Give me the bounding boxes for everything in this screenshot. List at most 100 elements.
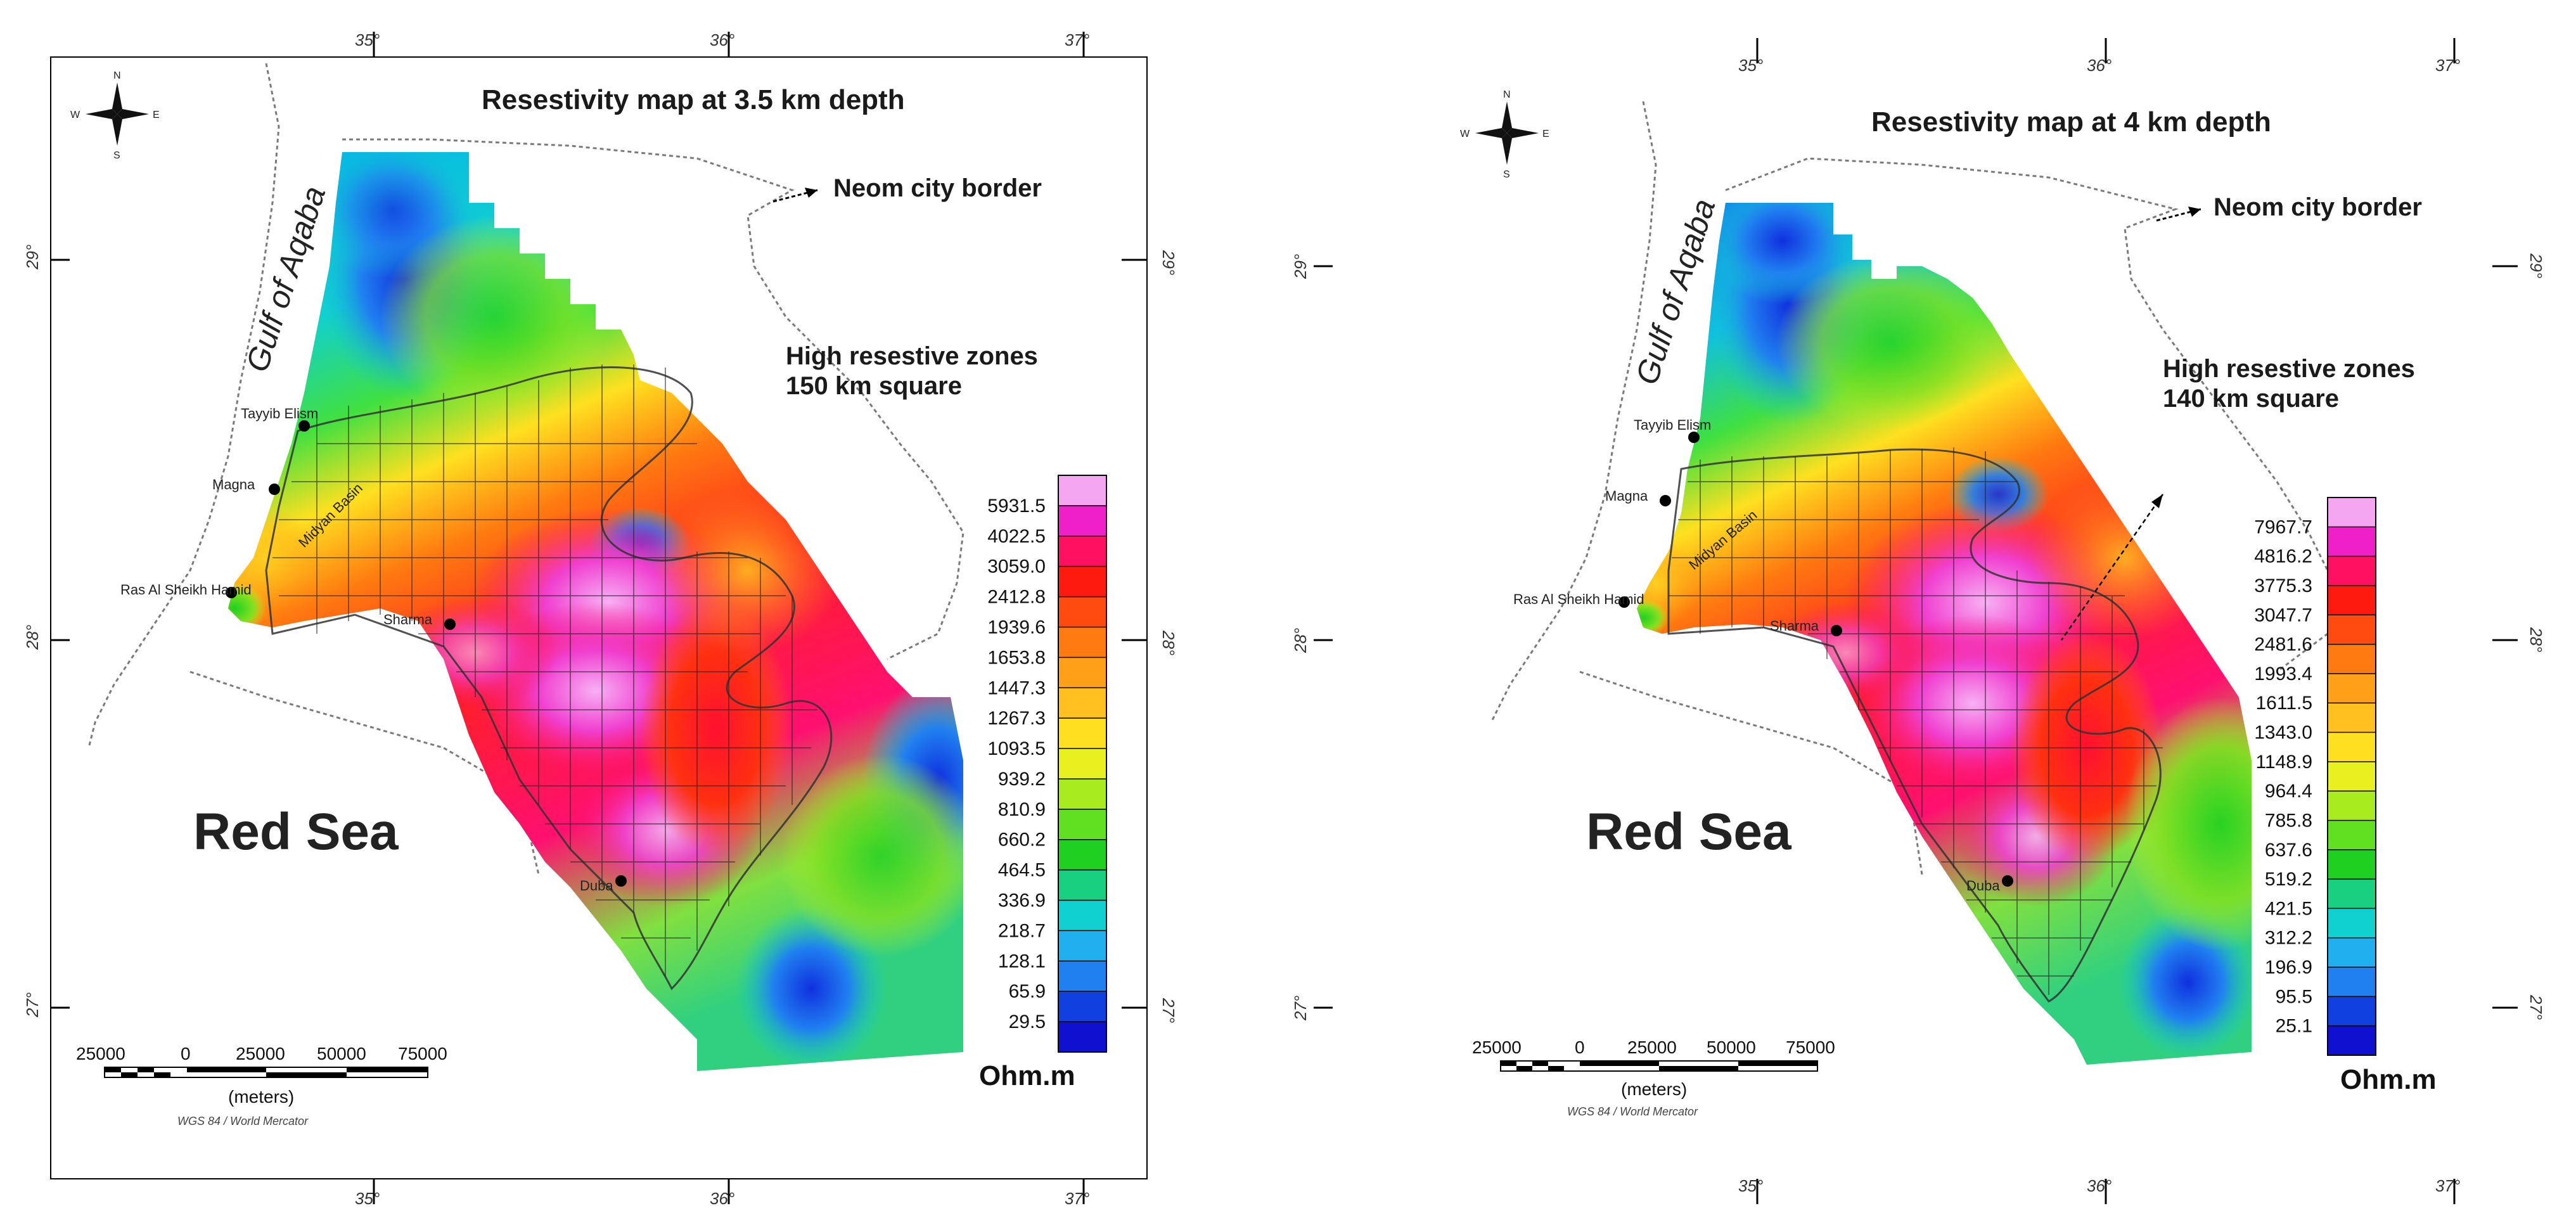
legend-value: 7967.7 bbox=[2254, 517, 2312, 537]
legend-value: 785.8 bbox=[2265, 810, 2312, 831]
left-lat-29: 29° bbox=[1291, 254, 1310, 279]
svg-text:25000: 25000 bbox=[236, 1044, 285, 1063]
legend-swatch bbox=[2328, 615, 2376, 645]
neom-border-label: Neom city border bbox=[833, 174, 1042, 202]
town-marker bbox=[2002, 875, 2013, 887]
legend-swatch bbox=[1058, 718, 1106, 749]
red-sea-label: Red Sea bbox=[1586, 803, 1792, 861]
zones-label-line1: High resestive zones bbox=[2163, 355, 2415, 383]
legend-swatch bbox=[1058, 627, 1106, 658]
town-marker bbox=[269, 484, 280, 495]
town-marker bbox=[1618, 596, 1630, 608]
svg-text:0: 0 bbox=[181, 1044, 191, 1063]
left-lat-28: 28° bbox=[23, 625, 42, 650]
map-panel-3-5km: 35° 36° 37° 35° 36° 37° 29° 28° 27° 29° … bbox=[23, 30, 1178, 1208]
legend-unit: Ohm.m bbox=[2340, 1064, 2437, 1095]
high-resistive-zone bbox=[265, 364, 833, 991]
map-title: Resestivity map at 3.5 km depth bbox=[482, 84, 905, 115]
top-lon-36: 36° bbox=[710, 30, 734, 49]
top-lon-37: 37° bbox=[2435, 56, 2460, 75]
svg-text:25000: 25000 bbox=[1472, 1037, 1522, 1057]
legend-value: 1093.5 bbox=[987, 738, 1046, 759]
legend-swatch bbox=[1058, 900, 1106, 931]
legend-value: 2481.6 bbox=[2254, 634, 2312, 655]
top-lon-37: 37° bbox=[1065, 30, 1089, 49]
legend-swatch bbox=[1058, 809, 1106, 840]
svg-text:N: N bbox=[113, 70, 121, 81]
high-resistive-zone bbox=[1667, 447, 2163, 1003]
town-ras-al-sheikh-hamid: Ras Al Sheikh Hamid bbox=[1513, 591, 1644, 607]
town-sharma: Sharma bbox=[383, 612, 433, 627]
legend-value: 3047.7 bbox=[2254, 605, 2312, 626]
legend-swatch bbox=[2328, 996, 2376, 1027]
legend-swatch bbox=[2328, 732, 2376, 762]
legend-value: 95.5 bbox=[2276, 986, 2312, 1007]
right-lat-27: 27° bbox=[2527, 994, 2546, 1020]
color-legend: 5931.5 4022.5 3059.0 2412.8 1939.6 1653.8 1447… bbox=[979, 475, 1107, 1091]
legend-swatch bbox=[2328, 967, 2376, 997]
legend-value: 964.4 bbox=[2265, 781, 2312, 802]
coastline bbox=[87, 63, 964, 875]
legend-value: 2412.8 bbox=[987, 587, 1046, 608]
legend-value: 1447.3 bbox=[987, 677, 1046, 698]
legend-value: 4022.5 bbox=[987, 526, 1046, 547]
legend-swatch bbox=[2328, 527, 2376, 557]
svg-text:75000: 75000 bbox=[1786, 1037, 1835, 1057]
legend-swatch bbox=[1058, 778, 1106, 810]
town-marker bbox=[226, 587, 237, 598]
map-title: Resestivity map at 4 km depth bbox=[1871, 106, 2271, 138]
graticule-ticks bbox=[51, 32, 1147, 1204]
legend-swatch bbox=[2328, 703, 2376, 733]
resistivity-surface bbox=[1637, 203, 2252, 1065]
town-marker bbox=[1660, 495, 1671, 506]
legend-swatch bbox=[1058, 596, 1106, 627]
legend-value: 196.9 bbox=[2265, 957, 2312, 978]
bottom-lon-35: 35° bbox=[355, 1189, 380, 1208]
legend-swatch bbox=[1058, 991, 1106, 1022]
legend-swatch bbox=[1058, 748, 1106, 780]
legend-swatch bbox=[2328, 879, 2376, 909]
right-lat-29: 29° bbox=[1159, 250, 1178, 275]
scale-bar: 25000 0 25000 50000 75000 (meters) WGS 8… bbox=[1472, 1037, 1835, 1118]
legend-swatch bbox=[2328, 644, 2376, 674]
zones-label-line1: High resestive zones bbox=[786, 342, 1038, 370]
svg-text:N: N bbox=[1503, 89, 1511, 100]
town-sharma: Sharma bbox=[1770, 618, 1819, 634]
legend-swatch bbox=[1058, 688, 1106, 719]
legend-value: 312.2 bbox=[2265, 928, 2312, 949]
legend-swatch bbox=[1058, 536, 1106, 567]
legend-value: 25.1 bbox=[2276, 1016, 2312, 1037]
map-panel-4km: 35° 36° 37° 35° 36° 37° 29° 28° 27° 29° … bbox=[1288, 0, 2576, 1220]
town-marker bbox=[615, 875, 627, 887]
coastline bbox=[1490, 101, 2335, 875]
bottom-lon-37: 37° bbox=[1065, 1189, 1089, 1208]
town-duba: Duba bbox=[580, 878, 613, 894]
resistivity-surface bbox=[228, 152, 963, 1071]
right-lat-28: 28° bbox=[2527, 627, 2546, 652]
bottom-lon-36: 36° bbox=[2087, 1176, 2111, 1195]
right-lat-27: 27° bbox=[1159, 998, 1178, 1023]
svg-text:S: S bbox=[1503, 169, 1510, 180]
legend-value: 637.6 bbox=[2265, 840, 2312, 861]
left-lat-27: 27° bbox=[1291, 996, 1310, 1021]
town-marker bbox=[444, 619, 456, 630]
zones-label-line2: 140 km square bbox=[2163, 385, 2339, 413]
compass-rose-icon: N S E W bbox=[1460, 89, 1549, 180]
legend-value: 1653.8 bbox=[987, 647, 1046, 668]
legend-swatch bbox=[2328, 820, 2376, 851]
legend-value: 1611.5 bbox=[2255, 693, 2312, 714]
legend-value: 3059.0 bbox=[987, 556, 1046, 577]
right-lat-28: 28° bbox=[1159, 630, 1178, 655]
town-magna: Magna bbox=[212, 477, 255, 492]
bottom-lon-35: 35° bbox=[1738, 1176, 1763, 1195]
legend-value: 519.2 bbox=[2265, 869, 2312, 890]
svg-text:0: 0 bbox=[1575, 1037, 1585, 1057]
town-ras-al-sheikh-hamid: Ras Al Sheikh Hamid bbox=[120, 582, 252, 598]
legend-value: 5931.5 bbox=[987, 496, 1046, 517]
legend-value: 218.7 bbox=[998, 920, 1046, 941]
legend-value: 660.2 bbox=[998, 830, 1046, 851]
legend-unit: Ohm.m bbox=[979, 1060, 1075, 1091]
legend-value: 336.9 bbox=[998, 890, 1046, 911]
legend-value: 939.2 bbox=[998, 769, 1046, 790]
legend-swatch bbox=[1058, 839, 1106, 871]
